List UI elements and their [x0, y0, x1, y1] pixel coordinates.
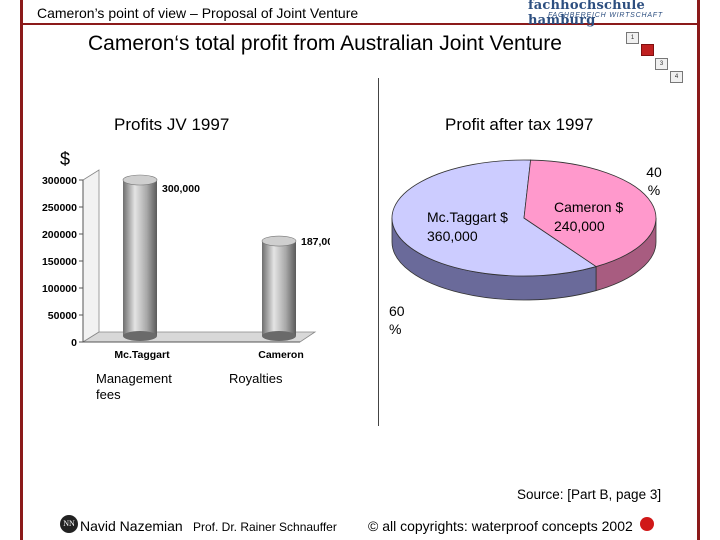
pie-chart-subtitle: Profit after tax 1997 — [445, 115, 594, 134]
bar-top — [261, 235, 297, 247]
slide-header-title: Cameron’s point of view – Proposal of Jo… — [37, 5, 359, 21]
chart-side-wall — [82, 169, 100, 343]
logo-subtext: FACHBEREICH WIRTSCHAFT — [548, 12, 663, 19]
page-indicator-2-current[interactable] — [641, 44, 654, 56]
bar-cameron — [262, 241, 296, 336]
page-indicator-3[interactable]: 3 — [655, 58, 668, 70]
pie-slice-cameron — [523, 159, 657, 268]
bar-data-label: 187,000 — [301, 236, 330, 248]
y-tick-label: 0 — [71, 337, 77, 349]
y-tick-label: 50000 — [48, 310, 77, 322]
label-management-fees: Management fees — [96, 371, 172, 402]
bar-data-label: 300,000 — [162, 183, 200, 195]
main-title: Cameron‘s total profit from Australian J… — [88, 32, 562, 55]
bar-mctaggart — [123, 180, 157, 336]
footer-author: Navid Nazemian — [80, 518, 183, 534]
pie-percent-cameron: 40 % — [646, 164, 662, 198]
frame-left-border — [20, 0, 23, 540]
page-indicator-1[interactable]: 1 — [626, 32, 639, 44]
y-tick-label: 100000 — [42, 283, 77, 295]
panel-divider — [378, 78, 379, 426]
y-tick-label: 300000 — [42, 175, 77, 187]
x-category-label: Cameron — [258, 349, 304, 361]
university-logo: fachhochschule hamburg FACHBEREICH WIRTS… — [528, 0, 684, 28]
y-unit-label: $ — [60, 149, 71, 169]
header-rule — [20, 23, 700, 25]
label-royalties: Royalties — [229, 371, 283, 386]
pie-chart — [391, 159, 657, 301]
source-note: Source: [Part B, page 3] — [517, 487, 662, 502]
x-category-label: Mc.Taggart — [114, 349, 170, 361]
bar-chart: 0 50000 100000 150000 200000 250000 300000 300,… — [42, 169, 330, 361]
pie-label-cameron: Cameron $ 240,000 — [554, 199, 624, 234]
footer-copyright: © all copyrights: waterproof concepts 20… — [368, 518, 633, 534]
pie-slice-mctaggart — [391, 159, 598, 277]
y-tick-label: 150000 — [42, 256, 77, 268]
bar-chart-subtitle: Profits JV 1997 — [114, 115, 230, 134]
ladybug-icon — [640, 517, 654, 531]
bar-top — [122, 174, 158, 186]
pie-label-mctaggart: Mc.Taggart $ 360,000 — [427, 209, 508, 244]
y-tick-label: 200000 — [42, 229, 77, 241]
page-indicator-4[interactable]: 4 — [670, 71, 683, 83]
bar-base — [123, 331, 157, 341]
frame-right-border — [697, 0, 700, 540]
author-logo-icon: NN — [60, 515, 78, 533]
footer-professor: Prof. Dr. Rainer Schnauffer — [193, 520, 337, 534]
y-tick-label: 250000 — [42, 202, 77, 214]
pie-percent-mctaggart: 60 % — [389, 303, 405, 337]
logo-text: fachhochschule hamburg — [528, 0, 646, 28]
bar-base — [262, 331, 296, 341]
